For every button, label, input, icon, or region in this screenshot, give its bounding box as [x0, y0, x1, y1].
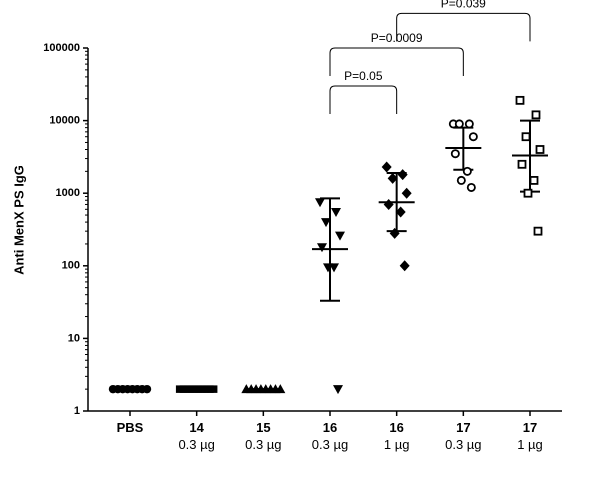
- y-tick-label: 1: [74, 405, 80, 417]
- data-point-circle: [454, 119, 464, 129]
- data-point-square: [198, 385, 207, 393]
- data-point-square: [191, 385, 199, 393]
- data-point-square: [179, 385, 188, 393]
- data-point-circle: [468, 132, 478, 142]
- y-axis-label: Anti MenX PS IgG: [11, 165, 26, 275]
- data-point-triangle-down: [335, 231, 345, 241]
- data-point-triangle-down: [323, 263, 333, 273]
- data-point-diamond: [399, 260, 410, 272]
- data-point-circle: [450, 149, 460, 159]
- y-tick-label: 1000: [56, 187, 80, 199]
- p-value-label: P=0.05: [344, 69, 383, 83]
- data-point-diamond: [387, 172, 398, 184]
- data-point-square: [535, 145, 545, 154]
- data-point-triangle-down: [317, 243, 327, 253]
- x-tick-label-dose: 1 µg: [517, 437, 543, 452]
- x-tick-label-group: 16: [323, 420, 337, 435]
- data-point-square: [521, 132, 531, 142]
- data-point-diamond: [389, 227, 400, 239]
- data-point-square: [517, 159, 527, 169]
- data-point-square: [187, 385, 195, 393]
- x-tick-label-group: 17: [456, 420, 470, 435]
- x-tick-label-group: 14: [189, 420, 204, 435]
- data-point-square: [533, 226, 543, 236]
- data-point-circle: [456, 175, 466, 185]
- axes: 1 10 100 1000 10000 100000: [43, 42, 562, 417]
- data-point-circle: [462, 166, 472, 176]
- data-point-triangle-down: [333, 385, 343, 395]
- data-point-diamond: [395, 206, 406, 218]
- y-tick-label: 10000: [49, 115, 80, 127]
- x-tick-label-dose: 0.3 µg: [245, 437, 281, 452]
- p-value-label: P=0.039: [441, 0, 486, 10]
- data-point-triangle-down: [331, 208, 341, 218]
- data-point-diamond: [397, 169, 408, 181]
- significance-bracket: [396, 12, 531, 42]
- x-tick-label-group: 17: [523, 420, 537, 435]
- data-point-triangle-up: [275, 384, 286, 394]
- data-point-circle: [142, 384, 152, 394]
- x-tick-labels: PBS 14 0.3 µg 15 0.3 µg 16 0.3 µg 16 1 µg 17 0.3 µ…: [117, 420, 543, 452]
- y-tick-label: 100000: [43, 42, 80, 54]
- x-tick-label-group: 15: [256, 420, 270, 435]
- data-point-square: [529, 176, 539, 185]
- data-point-square: [206, 385, 214, 393]
- y-tick-label: 10: [68, 332, 80, 344]
- y-tick-label: 100: [62, 260, 80, 272]
- significance-bracket: [329, 47, 464, 76]
- data-point-diamond: [381, 161, 392, 173]
- x-tick-label-dose: 0.3 µg: [312, 437, 348, 452]
- data-point-square: [183, 385, 191, 393]
- data-point-square: [202, 385, 210, 393]
- data-point-triangle-down: [321, 218, 331, 228]
- data-point-diamond: [401, 187, 412, 199]
- data-points: [108, 95, 545, 395]
- sd-bars: [112, 119, 548, 391]
- x-tick-label-group: PBS: [117, 420, 144, 435]
- data-point-square: [515, 95, 525, 105]
- data-point-triangle-down: [315, 198, 325, 208]
- data-point-square: [531, 110, 541, 120]
- data-point-square: [209, 385, 218, 393]
- x-tick-label-group: 16: [389, 420, 403, 435]
- data-point-square: [523, 188, 533, 198]
- data-point-square: [175, 385, 184, 393]
- significance-bracket: [329, 85, 398, 114]
- data-point-square: [194, 385, 203, 393]
- data-point-circle: [466, 182, 476, 192]
- x-tick-label-dose: 0.3 µg: [445, 437, 481, 452]
- data-point-circle: [464, 119, 474, 129]
- x-tick-label-dose: 1 µg: [384, 437, 410, 452]
- data-point-diamond: [383, 198, 394, 210]
- x-tick-label-dose: 0.3 µg: [178, 437, 214, 452]
